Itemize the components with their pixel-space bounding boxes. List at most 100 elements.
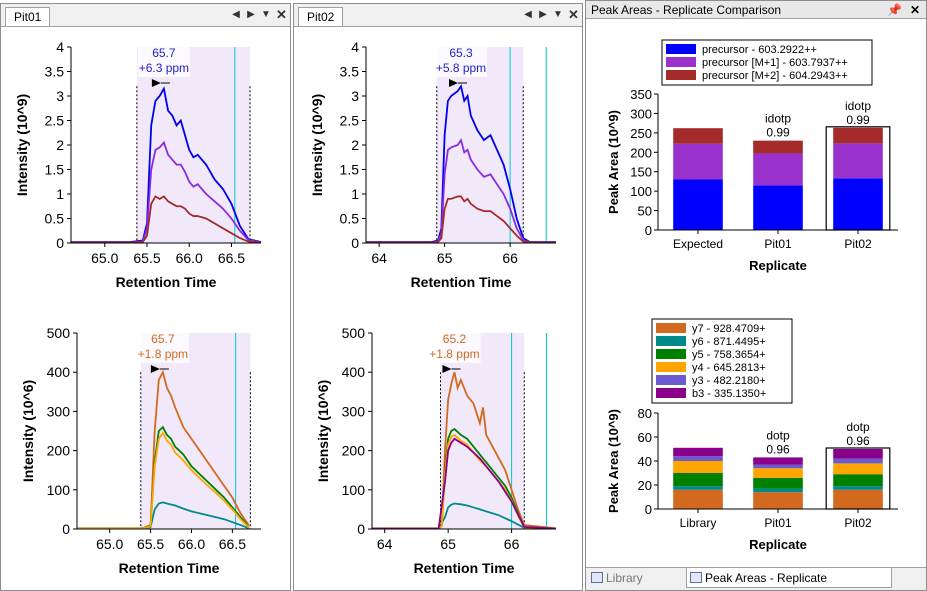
- x-tick-label: Pit02: [844, 237, 872, 251]
- tab-pit02[interactable]: Pit02: [298, 7, 344, 26]
- scroll-right-icon[interactable]: ▶: [247, 9, 255, 20]
- scroll-left-icon[interactable]: ◀: [524, 9, 532, 20]
- bar-score-value: 0.96: [766, 442, 790, 456]
- tab-peak-areas-label: Peak Areas - Replicate Comparison: [705, 571, 828, 585]
- annotation-bg: [435, 45, 487, 77]
- x-tick-label: 64: [371, 250, 387, 266]
- peak-ppm-label: +5.8 ppm: [436, 61, 486, 75]
- bar-segment: [673, 179, 723, 230]
- x-axis-label: Retention Time: [414, 560, 515, 576]
- x-tick-label: 65: [440, 536, 456, 552]
- legend-swatch: [656, 349, 686, 359]
- panel-title-bar[interactable]: Peak Areas - Replicate Comparison 📌 ✕: [586, 1, 926, 19]
- bar-score-value: 0.99: [766, 126, 790, 140]
- y-tick-label: 40: [638, 454, 652, 469]
- bar-segment: [673, 447, 723, 457]
- panel-title: Peak Areas - Replicate Comparison: [591, 3, 782, 17]
- bar-segment: [833, 449, 883, 459]
- y-tick-label: 4: [351, 39, 359, 55]
- y-tick-label: 60: [638, 430, 652, 445]
- tab-strip: Pit01 ◀ ▶ ▼ ✕: [1, 4, 290, 27]
- bar-segment: [753, 488, 803, 493]
- peak-ppm-label: +1.8 ppm: [429, 347, 479, 361]
- bar-segment: [833, 486, 883, 490]
- scroll-left-icon[interactable]: ◀: [232, 9, 240, 20]
- chromatogram-panel-pit01: Pit01 ◀ ▶ ▼ ✕ 0 0.5 1 1.5 2 2.5 3 3.5 4 65.0 65.5 6…: [0, 3, 291, 591]
- y-tick-label: 4: [56, 39, 64, 55]
- bar-segment: [833, 463, 883, 475]
- bar-segment: [833, 489, 883, 509]
- annotation-bg: [136, 331, 189, 363]
- y-axis-label: Intensity (10^6): [20, 380, 36, 482]
- series-line: [372, 437, 557, 530]
- bar-segment: [673, 143, 723, 180]
- retention-time-marker-icon: [442, 365, 452, 373]
- legend-label: y6 - 871.4495+: [692, 336, 766, 348]
- x-axis-label: Replicate: [749, 537, 807, 552]
- y-tick-label: 200: [342, 443, 366, 459]
- series-line: [366, 83, 556, 243]
- tab-pit01[interactable]: Pit01: [5, 7, 51, 26]
- peak-rt-label: 65.2: [443, 332, 467, 346]
- x-axis-label: Retention Time: [116, 274, 217, 290]
- peak-rt-label: 65.7: [152, 46, 176, 60]
- pin-icon[interactable]: 📌: [886, 3, 902, 17]
- legend-label: b3 - 335.1350+: [692, 388, 766, 400]
- y-tick-label: 400: [47, 364, 71, 380]
- y-tick-label: 2.5: [340, 113, 360, 129]
- y-tick-label: 0: [645, 502, 652, 517]
- legend-label: y3 - 482.2180+: [692, 375, 766, 387]
- bar-score-value: 0.96: [846, 434, 870, 448]
- x-tick-label: 66.0: [176, 250, 203, 266]
- chart-legend: precursor - 603.2922++precursor [M+1] - …: [661, 39, 873, 86]
- dropdown-icon[interactable]: ▼: [553, 9, 563, 20]
- series-line: [366, 195, 556, 244]
- y-tick-label: 0: [56, 235, 64, 251]
- peak-rt-label: 65.3: [449, 46, 473, 60]
- series-line: [372, 371, 557, 530]
- peak-area-charts[interactable]: precursor - 603.2922++precursor [M+1] - …: [586, 20, 926, 568]
- dropdown-icon[interactable]: ▼: [261, 9, 271, 20]
- chart-legend: y7 - 928.4709+y6 - 871.4495+y5 - 758.365…: [651, 318, 793, 404]
- series-line: [366, 137, 556, 244]
- y-tick-label: 0.5: [340, 211, 360, 227]
- legend-swatch: [656, 388, 686, 398]
- y-axis-label: Intensity (10^6): [315, 380, 331, 482]
- legend-swatch: [656, 323, 686, 333]
- bar-segment: [673, 486, 723, 490]
- close-icon[interactable]: ✕: [276, 7, 287, 22]
- close-icon[interactable]: ✕: [568, 7, 579, 22]
- chromatogram-panel-pit02: Pit02 ◀ ▶ ▼ ✕ 0 0.5 1 1.5 2 2.5 3 3.5 4 64 65 66 Ret…: [293, 3, 583, 591]
- close-icon[interactable]: ✕: [909, 3, 920, 17]
- annotation-bg: [137, 45, 190, 77]
- chart-icon: [690, 572, 702, 583]
- y-tick-label: 200: [47, 443, 71, 459]
- y-tick-label: 1.5: [45, 162, 65, 178]
- bar-segment: [673, 128, 723, 144]
- x-tick-label: 65.0: [96, 536, 123, 552]
- x-tick-label: 64: [377, 536, 393, 552]
- legend-swatch: [656, 375, 686, 385]
- series-line: [71, 140, 262, 244]
- y-tick-label: 20: [638, 478, 652, 493]
- bottom-tab-strip: Library Match Peak Areas - Replicate Com…: [586, 567, 926, 590]
- bar-segment: [753, 457, 803, 465]
- bar-segment: [673, 489, 723, 509]
- y-tick-label: 2: [351, 137, 359, 153]
- x-axis-label: Retention Time: [411, 274, 512, 290]
- chromatogram-charts[interactable]: 0 0.5 1 1.5 2 2.5 3 3.5 4 64 65 66 Retention Time Int…: [294, 27, 583, 591]
- y-tick-label: 3: [56, 88, 64, 104]
- scroll-right-icon[interactable]: ▶: [539, 9, 547, 20]
- bar-segment: [753, 477, 803, 489]
- x-axis-label: Retention Time: [119, 560, 220, 576]
- bar-score-name: idotp: [845, 99, 871, 113]
- tab-peak-areas-replicate-comparison[interactable]: Peak Areas - Replicate Comparison: [686, 568, 892, 588]
- legend-swatch: [666, 57, 696, 67]
- tab-library-match-label: Library Match: [606, 571, 643, 585]
- bar-score-value: 0.99: [846, 113, 870, 127]
- tab-library-match[interactable]: Library Match: [588, 568, 684, 588]
- series-line: [71, 195, 262, 244]
- y-axis-label: Intensity (10^9): [14, 94, 30, 196]
- x-tick-label: 66.5: [219, 536, 246, 552]
